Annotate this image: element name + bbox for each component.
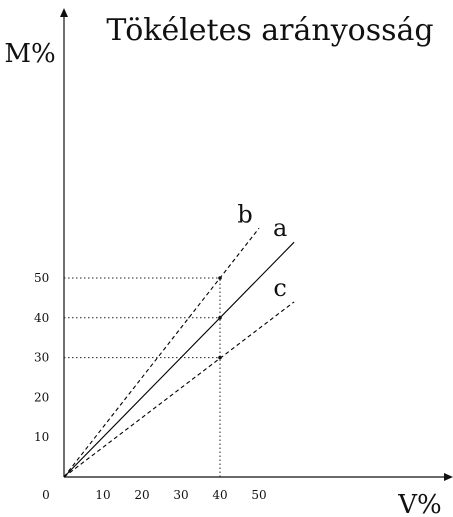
x-tick-label: 10: [95, 488, 110, 502]
reference-point: [218, 355, 222, 360]
series-line-b: [63, 227, 260, 478]
series-line-a: [63, 241, 295, 478]
series-label-c: c: [273, 274, 286, 302]
y-tick-label: 40: [34, 311, 49, 325]
series-label-b: b: [237, 200, 252, 228]
y-tick-label: 50: [34, 271, 49, 285]
y-tick-label: 10: [34, 430, 49, 444]
y-tick-labels: 10 20 30 40 50: [34, 271, 49, 444]
origin-label: 0: [42, 488, 50, 502]
reference-point: [218, 276, 222, 280]
reference-points: [218, 276, 222, 360]
x-tick-label: 50: [251, 488, 266, 502]
y-tick-label: 20: [34, 390, 49, 404]
series-line-c: [63, 301, 295, 478]
chart-title: Tökéletes arányosság: [106, 13, 433, 48]
reference-point: [218, 316, 222, 320]
x-tick-labels: 10 20 30 40 50: [95, 488, 266, 502]
x-tick-label: 40: [212, 488, 227, 502]
y-axis-label: M%: [4, 39, 55, 69]
x-tick-label: 30: [173, 488, 188, 502]
x-tick-label: 20: [134, 488, 149, 502]
series-layer: [63, 227, 295, 478]
guide-lines: [64, 277, 221, 477]
series-labels: ab c: [237, 200, 287, 302]
series-label-a: a: [273, 214, 287, 242]
x-axis-label: V%: [397, 490, 441, 517]
y-tick-label: 30: [34, 351, 49, 365]
